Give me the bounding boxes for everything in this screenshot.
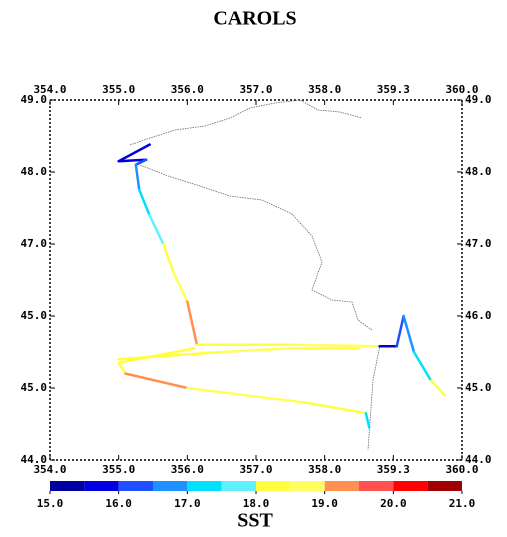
track-segment <box>162 242 175 275</box>
colorbar-tick-label: 20.0 <box>380 497 407 510</box>
colorbar-tick-label: 16.0 <box>105 497 132 510</box>
track-segment <box>172 271 189 303</box>
y2-tick-label: 47.0 <box>465 237 492 250</box>
track-segment <box>117 350 223 361</box>
colorbar-tick-label: 21.0 <box>449 497 476 510</box>
track-segment <box>402 314 416 354</box>
colorbar-cell <box>290 481 325 491</box>
track-segment <box>220 347 292 354</box>
track-segment <box>186 300 199 347</box>
colorbar-cell <box>221 481 256 491</box>
colorbar-cell <box>324 481 359 491</box>
track-segment <box>134 158 148 167</box>
colorbar-cell <box>393 481 428 491</box>
colorbar-cell <box>84 481 119 491</box>
track-segment <box>148 213 165 246</box>
colorbar-tick-label: 18.0 <box>243 497 270 510</box>
x-tick-label-top: 357.0 <box>239 83 272 96</box>
track-segment <box>429 379 447 397</box>
track-segment <box>138 188 151 217</box>
x-tick-label-bottom: 356.0 <box>171 463 204 476</box>
colorbar-tick-label: 15.0 <box>37 497 64 510</box>
x-tick-label-top: 360.0 <box>445 83 478 96</box>
track-segment <box>117 361 127 375</box>
x-tick-label-bottom: 355.0 <box>102 463 135 476</box>
track-segment <box>364 411 371 429</box>
track-segment <box>134 163 141 192</box>
x-tick-label-top: 355.0 <box>102 83 135 96</box>
y-tick-label: 45.0 <box>21 309 48 322</box>
x-tick-label-bottom: 359.3 <box>377 463 410 476</box>
colorbar-cell <box>427 481 462 491</box>
track-segment <box>124 372 189 390</box>
colorbar-cell <box>50 481 85 491</box>
x-tick-label-top: 356.0 <box>171 83 204 96</box>
y-tick-label: 49.0 <box>21 93 48 106</box>
x-tick-label-bottom: 358.0 <box>308 463 341 476</box>
y-tick-label: 48.0 <box>21 165 48 178</box>
track-segment <box>302 401 368 415</box>
colorbar-tick-label: 17.0 <box>174 497 201 510</box>
y-tick-label: 47.0 <box>21 237 48 250</box>
y2-tick-label: 44.0 <box>465 453 492 466</box>
track-segment <box>289 343 381 348</box>
x-tick-label-top: 354.0 <box>33 83 66 96</box>
y-tick-label: 45.0 <box>21 381 48 394</box>
y2-tick-label: 48.0 <box>465 165 492 178</box>
y2-tick-label: 46.0 <box>465 309 492 322</box>
colorbar-cell <box>153 481 188 491</box>
x-tick-label-bottom: 354.0 <box>33 463 66 476</box>
track-segment <box>117 158 148 163</box>
colorbar-cell <box>187 481 222 491</box>
plot-frame <box>49 99 463 461</box>
track-segment <box>117 143 151 163</box>
track-segment <box>186 386 306 404</box>
x-tick-label-bottom: 360.0 <box>445 463 478 476</box>
y2-tick-label: 45.0 <box>465 381 492 394</box>
x-tick-label-top: 359.3 <box>377 83 410 96</box>
track-segment <box>412 350 433 383</box>
colorbar-cell <box>256 481 291 491</box>
track-segment <box>395 314 405 348</box>
y2-tick-label: 49.0 <box>465 93 492 106</box>
coastline <box>129 99 381 451</box>
chart-title: CAROLS <box>213 8 296 30</box>
x-tick-label-top: 358.0 <box>308 83 341 96</box>
colorbar-cell <box>118 481 153 491</box>
colorbar-cell <box>359 481 394 491</box>
y-tick-label: 44.0 <box>21 453 48 466</box>
x-tick-label-bottom: 357.0 <box>239 463 272 476</box>
colorbar-title: SST <box>237 510 273 532</box>
colorbar-tick-label: 19.0 <box>311 497 338 510</box>
